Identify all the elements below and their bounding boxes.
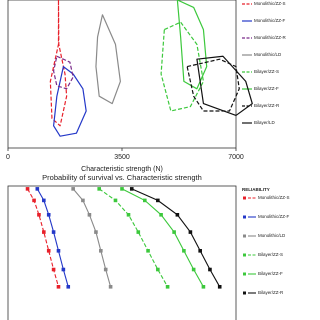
data-point xyxy=(103,267,108,272)
data-point xyxy=(191,267,196,272)
reliability-line xyxy=(131,188,221,288)
legend-label: Monolithic/LD xyxy=(254,52,282,57)
x-axis-title: Characteristic strength (N) xyxy=(81,166,163,173)
data-point xyxy=(198,249,202,253)
reliability-line xyxy=(72,188,112,287)
contour xyxy=(160,21,205,112)
legend-label: Bilayer/LD xyxy=(254,120,276,125)
data-point xyxy=(201,285,206,289)
data-point xyxy=(136,230,141,234)
legend-marker xyxy=(243,291,246,295)
data-point xyxy=(42,198,46,203)
data-point xyxy=(56,285,61,289)
data-point xyxy=(129,187,134,191)
data-point xyxy=(51,267,56,272)
contour xyxy=(186,58,240,112)
data-point xyxy=(71,187,75,191)
data-point xyxy=(108,285,113,289)
x-tick-label: 0 xyxy=(6,154,10,161)
data-point xyxy=(156,267,160,272)
data-point xyxy=(56,249,61,253)
data-point xyxy=(188,230,193,234)
data-point xyxy=(217,285,222,289)
legend-label: Bilayer/ZZ-F xyxy=(258,271,283,276)
data-point xyxy=(51,230,56,234)
legend-label: Bilayer/ZZ-R xyxy=(258,290,284,295)
legend-label: Monolithic/ZZ-S xyxy=(258,195,290,200)
data-point xyxy=(61,267,66,272)
chart-title: Probability of survival vs. Characterist… xyxy=(42,173,202,182)
x-tick-label: 7000 xyxy=(228,154,244,161)
legend-marker xyxy=(243,272,246,276)
contour xyxy=(53,66,87,137)
legend-label: Monolithic/ZZ-S xyxy=(254,1,286,6)
data-point xyxy=(165,285,170,289)
data-point xyxy=(208,267,212,272)
data-point xyxy=(42,230,46,234)
data-point xyxy=(97,187,101,191)
data-point xyxy=(172,230,176,234)
reliability-line xyxy=(98,188,169,288)
legend-marker xyxy=(243,234,246,238)
legend-marker xyxy=(243,196,246,200)
legend-label: Bilayer/ZZ-R xyxy=(254,103,280,108)
reliability-line xyxy=(36,188,69,287)
data-point xyxy=(66,285,71,289)
data-point xyxy=(81,198,85,203)
bottom-frame xyxy=(7,185,237,320)
contour xyxy=(176,0,208,90)
data-point xyxy=(87,213,92,217)
legend-label: Monolithic/ZZ-F xyxy=(254,18,286,23)
legend-label: Bilayer/ZZ-S xyxy=(254,69,279,74)
legend-marker xyxy=(243,253,246,257)
contour xyxy=(95,14,121,105)
data-point xyxy=(159,213,163,217)
data-point xyxy=(46,249,51,253)
legend-label: Bilayer/ZZ-S xyxy=(258,252,283,257)
data-point xyxy=(175,213,180,217)
data-point xyxy=(94,230,98,234)
legend-label: Monolithic/LD xyxy=(258,233,286,238)
data-point xyxy=(146,249,150,253)
data-point xyxy=(182,249,186,253)
data-point xyxy=(120,187,124,191)
legend-marker xyxy=(243,215,246,219)
data-point xyxy=(32,198,36,203)
data-point xyxy=(113,198,118,203)
data-point xyxy=(35,187,40,191)
legend-label: Bilayer/ZZ-F xyxy=(254,86,279,91)
data-point xyxy=(126,213,131,217)
legend-label: Monolithic/ZZ-F xyxy=(258,214,290,219)
data-point xyxy=(46,213,51,217)
data-point xyxy=(99,249,103,253)
data-point xyxy=(25,187,30,191)
data-point xyxy=(143,198,147,203)
data-point xyxy=(156,198,160,203)
data-point xyxy=(37,213,41,217)
legend-label: Monolithic/ZZ-R xyxy=(254,35,287,40)
legend-title: RELIABILITY xyxy=(242,187,270,192)
reliability-line xyxy=(27,188,60,287)
contour xyxy=(53,55,74,90)
contour xyxy=(49,0,68,127)
x-tick-label: 3500 xyxy=(114,154,130,161)
contour xyxy=(196,55,253,117)
